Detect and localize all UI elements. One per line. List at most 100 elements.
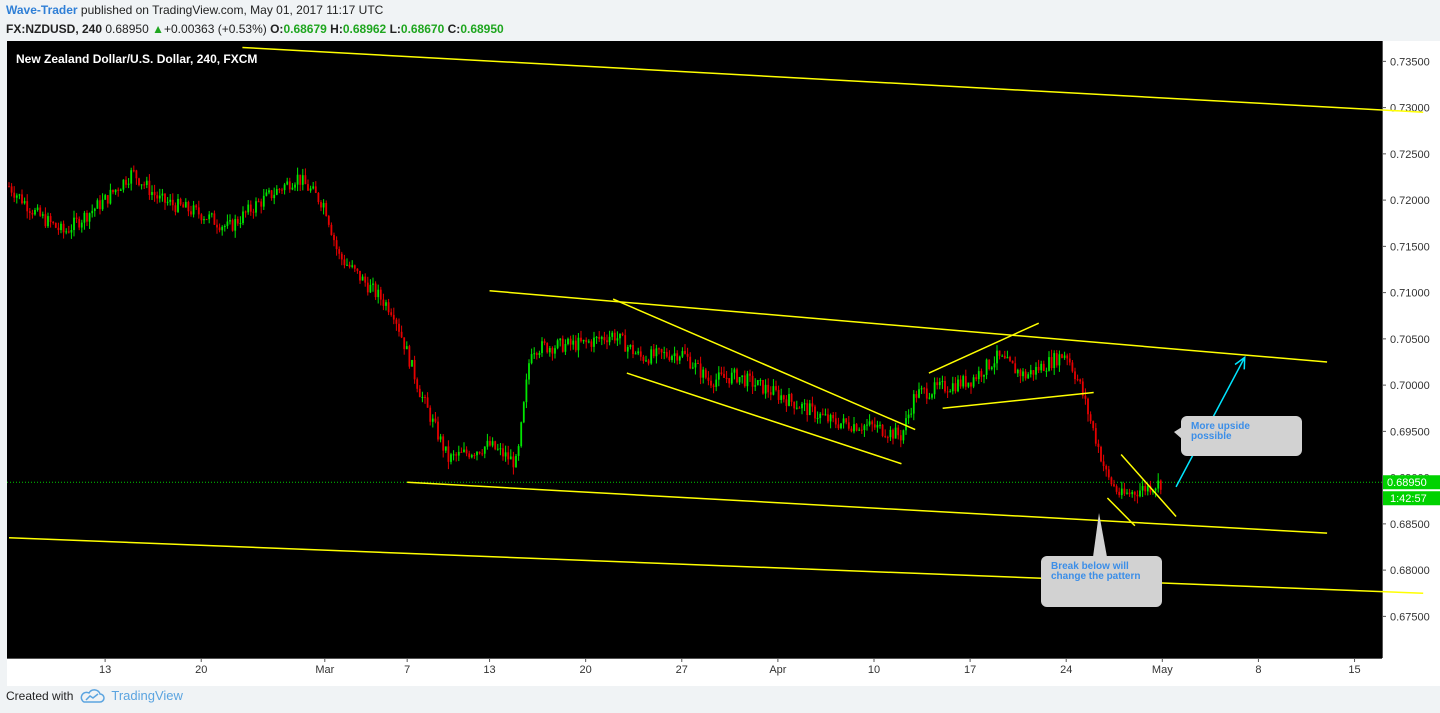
candle-body bbox=[88, 213, 91, 222]
tradingview-link[interactable]: TradingView bbox=[111, 688, 183, 703]
candle-body bbox=[593, 337, 595, 347]
candle-body bbox=[996, 350, 998, 364]
x-tick-label: 15 bbox=[1348, 664, 1360, 676]
candle-body bbox=[1149, 485, 1152, 493]
candle-body bbox=[145, 180, 148, 186]
y-tick-label: 0.73500 bbox=[1390, 56, 1430, 68]
y-tick-label: 0.72500 bbox=[1390, 149, 1430, 161]
candle-body bbox=[138, 178, 140, 186]
candle-body bbox=[801, 403, 803, 409]
candle-body bbox=[1053, 353, 1056, 369]
candle-body bbox=[1063, 355, 1066, 358]
projection-arrow-head bbox=[1234, 355, 1246, 370]
candle-body bbox=[504, 452, 507, 457]
candle-body bbox=[395, 319, 398, 324]
change-value: +0.00363 (+0.53%) bbox=[164, 22, 267, 36]
trendline bbox=[242, 46, 1424, 113]
candle-body bbox=[715, 379, 718, 387]
candle-body bbox=[187, 201, 190, 212]
candle-body bbox=[1105, 465, 1108, 470]
candle-body bbox=[239, 223, 242, 225]
candle-body bbox=[13, 192, 16, 198]
candle-body bbox=[1045, 370, 1048, 372]
candle-body bbox=[798, 407, 801, 409]
candle-body bbox=[426, 397, 429, 408]
candle-body bbox=[673, 353, 676, 357]
candle-body bbox=[382, 299, 385, 306]
candle-body bbox=[301, 175, 304, 185]
candle-body bbox=[860, 429, 863, 431]
candle-body bbox=[1157, 480, 1160, 489]
candle-body bbox=[829, 414, 832, 422]
candle-body bbox=[112, 189, 114, 193]
candle-body bbox=[70, 230, 73, 233]
candle-body bbox=[161, 193, 164, 196]
candle-body bbox=[356, 268, 359, 271]
candle-body bbox=[439, 436, 442, 440]
y-tick-label: 0.68000 bbox=[1390, 565, 1430, 577]
author-link[interactable]: Wave-Trader bbox=[6, 3, 78, 17]
countdown-tag bbox=[1383, 491, 1440, 506]
price-chart[interactable]: 0.73500 0.73000 0.72500 0.72000 0.71500 0.710… bbox=[7, 41, 1440, 686]
candle-body bbox=[174, 205, 177, 212]
candle-body bbox=[463, 449, 465, 452]
candle-body bbox=[743, 375, 746, 387]
open-value: 0.68679 bbox=[283, 22, 327, 36]
candle-body bbox=[1110, 477, 1113, 485]
footer: Created with TradingView bbox=[6, 688, 183, 703]
candle-body bbox=[910, 413, 913, 415]
candle-body bbox=[221, 226, 224, 231]
candle-body bbox=[1120, 488, 1123, 496]
y-tick-label: 0.68500 bbox=[1390, 519, 1430, 531]
candle-body bbox=[294, 184, 296, 188]
candle-body bbox=[403, 337, 406, 350]
candle-body bbox=[275, 189, 278, 195]
chart-canvas[interactable]: 0.73500 0.73000 0.72500 0.72000 0.71500 0.710… bbox=[7, 41, 1440, 686]
candle-body bbox=[509, 456, 512, 460]
candle-body bbox=[918, 389, 920, 398]
candle-body bbox=[554, 348, 556, 354]
open-label: O: bbox=[270, 22, 284, 36]
high-value: 0.68962 bbox=[342, 22, 387, 36]
candle-body bbox=[728, 378, 731, 384]
candle-body bbox=[777, 389, 780, 400]
trendline bbox=[407, 481, 1328, 534]
callout-upside-pointer bbox=[1174, 427, 1182, 439]
trendline bbox=[612, 298, 916, 431]
candle-body bbox=[767, 384, 770, 393]
y-tick-label: 0.67500 bbox=[1390, 611, 1430, 623]
candle-body bbox=[873, 424, 876, 428]
tradingview-cloud-icon bbox=[80, 688, 106, 703]
candle-body bbox=[1029, 370, 1032, 375]
candle-body bbox=[34, 209, 36, 215]
candle-body bbox=[99, 200, 101, 210]
candle-body bbox=[577, 337, 580, 351]
candle-body bbox=[827, 414, 829, 422]
candle-body bbox=[886, 437, 889, 439]
candle-body bbox=[296, 174, 299, 185]
candle-body bbox=[647, 360, 650, 364]
candle-body bbox=[720, 372, 723, 374]
candle-body bbox=[814, 406, 816, 419]
candle-body bbox=[489, 440, 491, 446]
candle-body bbox=[322, 203, 325, 208]
candle-body bbox=[507, 452, 510, 460]
candle-body bbox=[1066, 355, 1069, 359]
candle-body bbox=[980, 371, 983, 377]
candle-body bbox=[897, 427, 900, 436]
candle-body bbox=[1035, 366, 1037, 375]
candle-body bbox=[1048, 357, 1050, 371]
candle-body bbox=[478, 451, 481, 454]
candle-body bbox=[606, 340, 608, 343]
candle-body bbox=[372, 283, 374, 285]
candle-body bbox=[967, 382, 970, 387]
candle-body bbox=[821, 413, 824, 415]
candle-body bbox=[338, 249, 341, 254]
candle-body bbox=[473, 455, 476, 457]
candle-body bbox=[590, 341, 593, 347]
candle-body bbox=[210, 213, 213, 215]
candle-body bbox=[91, 210, 94, 214]
candle-body bbox=[10, 186, 13, 193]
candle-body bbox=[736, 369, 738, 383]
candle-body bbox=[944, 381, 946, 392]
